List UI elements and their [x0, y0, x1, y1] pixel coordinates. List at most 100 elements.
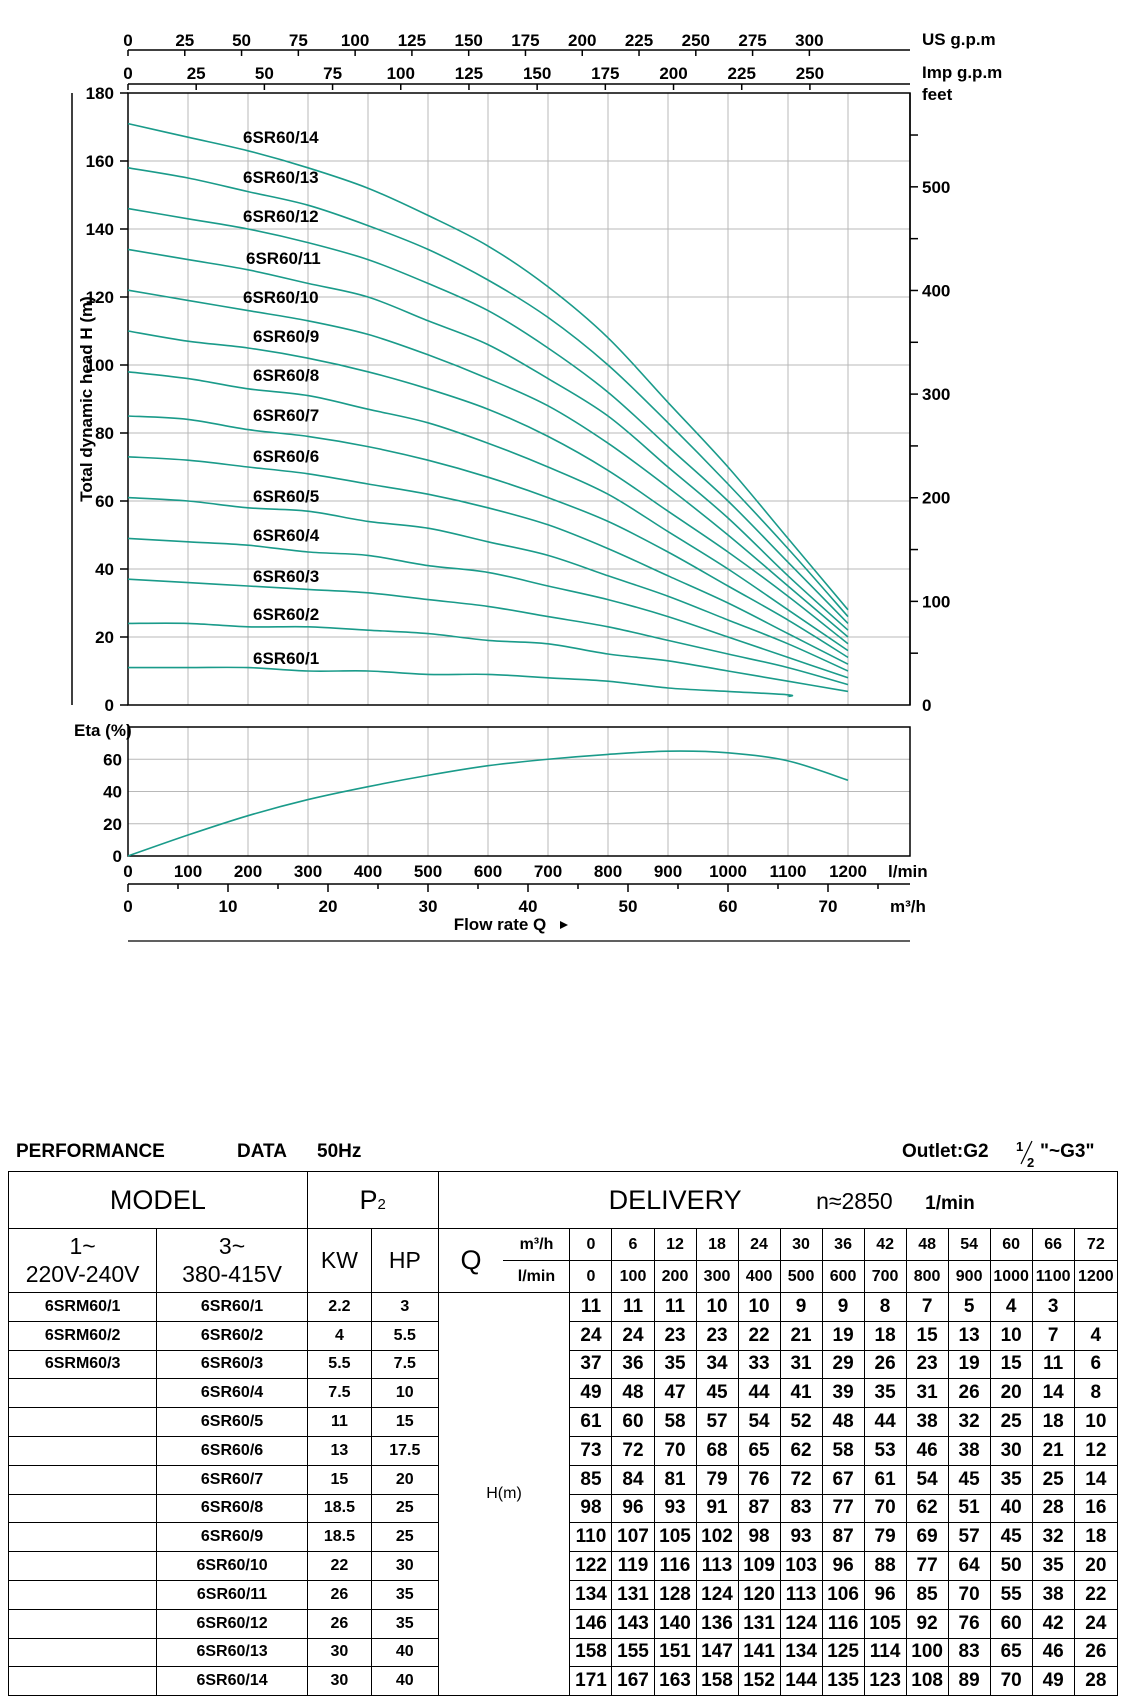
- table-row: 6SRM60/1 6SR60/1 2.2 3 H(m) 11 11 11 10 10 9 9 8 7 5 4 3: [7, 1291, 1119, 1697]
- head-value-cell: 70: [989, 1666, 1033, 1697]
- unit-lmin: l/min: [503, 1260, 571, 1293]
- head-value-cell: 134: [569, 1579, 613, 1610]
- hp-cell: 17.5: [371, 1435, 439, 1466]
- table-row: 6SR60/12 26 35 146 143 140 136 131 124 116 105 92 76…: [7, 1608, 1119, 1639]
- hp-cell: 20: [371, 1464, 439, 1495]
- head-value-cell: 4: [1073, 1320, 1119, 1351]
- flow-m3h-cell: 60: [989, 1228, 1033, 1261]
- head-value-cell: 18: [1073, 1522, 1119, 1553]
- feet-tick-label: 300: [922, 385, 950, 404]
- head-value-cell: 171: [569, 1666, 613, 1697]
- flow-m3h-cell: 48: [905, 1228, 949, 1261]
- head-unit-label: H(m): [437, 1291, 571, 1697]
- head-value-cell: 28: [1073, 1666, 1119, 1697]
- hp-cell: 40: [371, 1666, 439, 1697]
- lmin-tick-label: 800: [594, 862, 622, 881]
- single-phase-header: 1~ 220V-240V: [7, 1228, 158, 1293]
- flow-m3h-cell: 0: [569, 1228, 613, 1261]
- head-value-cell: 10: [737, 1292, 781, 1322]
- single-phase-model-cell: [7, 1435, 158, 1466]
- frequency-label: 50Hz: [317, 1141, 362, 1162]
- head-value-cell: 54: [905, 1464, 949, 1495]
- head-curve-6SR60/2: [127, 622, 849, 693]
- flow-lmin-cell: 500: [779, 1260, 823, 1293]
- hp-cell: 40: [371, 1637, 439, 1668]
- head-value-cell: 77: [821, 1493, 865, 1524]
- head-value-cell: 23: [905, 1349, 949, 1380]
- head-value-cell: 128: [653, 1579, 697, 1610]
- head-value-cell: 45: [989, 1522, 1033, 1553]
- eta-y-tick-label: 40: [103, 783, 122, 802]
- head-value-cell: 41: [779, 1378, 823, 1409]
- kw-cell: 30: [306, 1637, 373, 1668]
- head-value-cell: 39: [821, 1378, 865, 1409]
- head-value-cell: 72: [779, 1464, 823, 1495]
- head-value-cell: 134: [779, 1637, 823, 1668]
- head-value-cell: 91: [695, 1493, 739, 1524]
- single-phase-model-cell: [7, 1551, 158, 1581]
- head-value-cell: 79: [863, 1522, 907, 1553]
- performance-title: PERFORMANCE: [16, 1141, 165, 1162]
- head-value-cell: 4: [989, 1292, 1033, 1322]
- head-value-cell: 105: [653, 1522, 697, 1553]
- head-value-cell: 60: [611, 1407, 655, 1437]
- head-value-cell: 49: [569, 1378, 613, 1409]
- curve-label-6SR60/3: 6SR60/3: [253, 567, 319, 586]
- head-value-cell: 37: [569, 1349, 613, 1380]
- lmin-tick-label: 600: [474, 862, 502, 881]
- svg-text:1: 1: [1016, 1139, 1023, 1154]
- lmin-tick-label: 200: [234, 862, 262, 881]
- head-curve-6SR60/13: [127, 167, 849, 618]
- head-value-cell: 34: [695, 1349, 739, 1380]
- kw-cell: 2.2: [306, 1292, 373, 1322]
- curve-label-6SR60/5: 6SR60/5: [253, 487, 319, 506]
- head-value-cell: 100: [905, 1637, 949, 1668]
- flow-lmin-cell: 1200: [1073, 1260, 1119, 1293]
- head-value-cell: 70: [653, 1435, 697, 1466]
- hp-cell: 25: [371, 1493, 439, 1524]
- head-value-cell: 15: [989, 1349, 1033, 1380]
- three-phase-symbol: 3~: [218, 1232, 246, 1259]
- us-gpm-tick-label: 250: [682, 31, 710, 50]
- head-value-cell: 65: [989, 1637, 1033, 1668]
- kw-cell: 22: [306, 1551, 373, 1581]
- p2-header: P2: [306, 1171, 439, 1229]
- us-gpm-tick-label: 225: [625, 31, 653, 50]
- head-value-cell: 35: [863, 1378, 907, 1409]
- hp-cell: 5.5: [371, 1320, 439, 1351]
- head-value-cell: 158: [695, 1666, 739, 1697]
- m3h-tick-label: 50: [619, 897, 638, 916]
- head-value-cell: 89: [947, 1666, 991, 1697]
- imp-gpm-tick-label: 0: [123, 64, 132, 83]
- us-gpm-tick-label: 125: [398, 31, 426, 50]
- q-header: Q: [437, 1228, 504, 1293]
- head-value-cell: 61: [863, 1464, 907, 1495]
- head-value-cell: 24: [611, 1320, 655, 1351]
- curve-label-6SR60/14: 6SR60/14: [243, 128, 319, 147]
- head-value-cell: 11: [1031, 1349, 1075, 1380]
- m3h-tick-label: 40: [519, 897, 538, 916]
- table-row: 6SR60/5 11 15 61 60 58 57 54 52 48 44 38 32 25 18 10: [7, 1407, 1119, 1437]
- hp-cell: 3: [371, 1292, 439, 1322]
- head-value-cell: 85: [905, 1579, 949, 1610]
- head-curve-6SR60/5: [127, 496, 849, 672]
- head-value-cell: 57: [695, 1407, 739, 1437]
- single-phase-model-cell: [7, 1666, 158, 1697]
- head-value-cell: 113: [695, 1551, 739, 1581]
- feet-tick-label: 400: [922, 281, 950, 300]
- head-y-tick-label: 160: [86, 152, 114, 171]
- head-value-cell: 83: [947, 1637, 991, 1668]
- head-value-cell: 131: [611, 1579, 655, 1610]
- flow-m3h-cell: 18: [695, 1228, 739, 1261]
- flow-m3h-cell: 6: [611, 1228, 655, 1261]
- us-gpm-tick-label: 150: [454, 31, 482, 50]
- m3h-tick-label: 10: [219, 897, 238, 916]
- head-y-tick-label: 140: [86, 220, 114, 239]
- head-value-cell: 116: [821, 1608, 865, 1639]
- head-value-cell: 141: [737, 1637, 781, 1668]
- head-value-cell: 49: [1031, 1666, 1075, 1697]
- head-value-cell: 6: [1073, 1349, 1119, 1380]
- head-value-cell: 119: [611, 1551, 655, 1581]
